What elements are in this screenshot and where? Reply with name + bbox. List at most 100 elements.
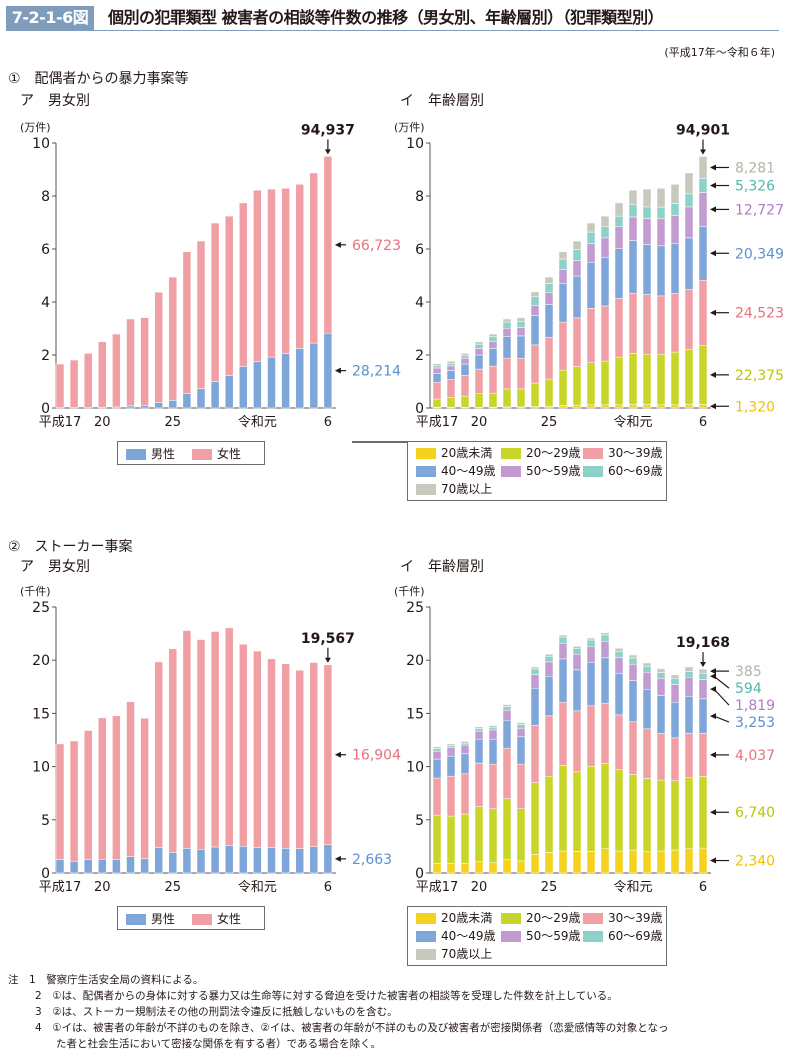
bar-segment [281,848,290,874]
legend-label-female: 女性 [217,447,242,461]
bar-segment [600,641,610,659]
legend-item-60s: 60～69歳 [583,927,663,944]
bar-segment [474,806,484,862]
bar-segment [572,653,582,671]
bar-segment [460,753,470,775]
bar-segment [474,738,484,764]
bar-segment [516,388,526,408]
bar-segment [446,365,456,371]
legend-label-male: 男性 [151,447,176,461]
bar-segment [614,215,624,227]
series-arrowhead [710,673,716,680]
bar-segment [432,365,442,369]
bar-segment [530,674,540,689]
bar-segment [488,862,498,874]
notes-prefix: 注 [8,974,19,986]
bar-segment [516,722,526,725]
bar-segment [253,189,262,362]
y-tick-label: 10 [406,760,424,776]
y-tick-label: 0 [41,866,50,882]
bar-segment [642,404,652,409]
bar-segment [446,815,456,864]
series-arrowhead [710,713,716,720]
bar-segment [586,639,596,647]
bar-segment [614,404,624,409]
y-tick-label: 2 [415,348,424,364]
bar-segment [558,701,568,766]
bar-segment [516,763,526,809]
section-2-right-subtitle: イ 年齢層別 [400,559,484,575]
bar-segment [516,860,526,874]
note-number: 2 [35,990,42,1002]
legend-sex-1: 男性 女性 [117,441,265,465]
bar-segment [502,704,512,707]
bar-segment [488,738,498,765]
bar-segment [530,382,540,407]
bar-segment [586,308,596,363]
bar-segment [614,850,624,874]
bar-segment [656,295,666,355]
bar-segment [224,215,234,376]
total-arrowhead [700,662,706,668]
legend-swatch-30s [583,448,603,459]
bar-segment [140,405,149,409]
bar-segment [628,774,638,851]
bar-segment [112,715,121,860]
bar-segment [267,356,276,409]
bar-segment [684,404,694,409]
bar-segment [474,393,484,408]
bar-segment [558,369,568,406]
bar-segment [126,405,135,409]
section-1-label: ① 配偶者からの暴力事案等 [8,71,189,87]
series-value-label: 1,819 [735,698,775,714]
bar-segment [530,296,540,306]
legend-label-30s: 30～39歳 [608,446,663,460]
section-1-right-subtitle: イ 年齢層別 [400,93,484,109]
x-tick-label: 6 [324,880,332,895]
legend-label-70plus: 70歳以上 [441,482,493,496]
bar-segment [502,747,512,799]
bar-segment [572,646,582,649]
x-tick-label: 平成17 [416,880,459,895]
bar-segment [530,854,540,874]
chart-dv-sex: (万件) 0 2 4 6 8 10 平成17 20 25 令和元 6 94,937 66,723 28,21… [20,121,401,430]
note-number: 1 [29,974,36,986]
bar-segment [544,676,554,717]
bar-segment [140,717,149,859]
bar-segment [516,327,526,337]
notes: 注 1 警察庁生活安全局の資料による。 2 ①は、配偶者からの身体に対する暴力又… [8,972,668,1052]
series-arrowhead [334,367,341,374]
bar-segment [698,156,708,179]
bar-segment [670,184,680,204]
figure-title: 個別の犯罪類型 被害者の相談等件数の推移（男女別、年齢層別）（犯罪類型別） [108,8,664,27]
total-label: 94,937 [301,122,355,138]
bar-segment [432,758,442,779]
y-tick-label: 15 [406,706,424,722]
bar-segment [558,405,568,409]
series-arrowhead [710,182,716,189]
series-arrowhead [710,206,716,213]
bar-segment [684,348,694,405]
bar-segment [572,317,582,367]
bar-segment [516,727,526,738]
bar-segment [196,639,206,850]
section-1-left-subtitle: ア 男女別 [20,93,90,109]
legend-swatch-50s [501,466,521,477]
bar-segment [670,701,680,739]
bar-segment [474,728,484,732]
series-arrow [713,715,730,723]
bar-segment [460,863,470,874]
bar-segment [309,342,319,409]
bar-segment [558,321,568,371]
bar-segment [488,341,498,349]
bar-segment [281,188,290,354]
legend-item-30s: 30～39歳 [583,909,663,926]
bar-segment [558,269,568,284]
note-text: ①イは、被害者の年齢が不詳のものを除き、②イは、被害者の年齢が不詳のもの及び被害… [52,1022,669,1034]
bar-segment [224,627,234,846]
bar-segment [502,357,512,390]
chart-dv-age: (万件) 0 2 4 6 8 10 平成17 20 25 令和元 6 94,901 8,281 5,326 1… [394,121,784,430]
bar-segment [642,662,652,667]
bar-segment [586,231,596,244]
bar-segment [502,336,512,359]
